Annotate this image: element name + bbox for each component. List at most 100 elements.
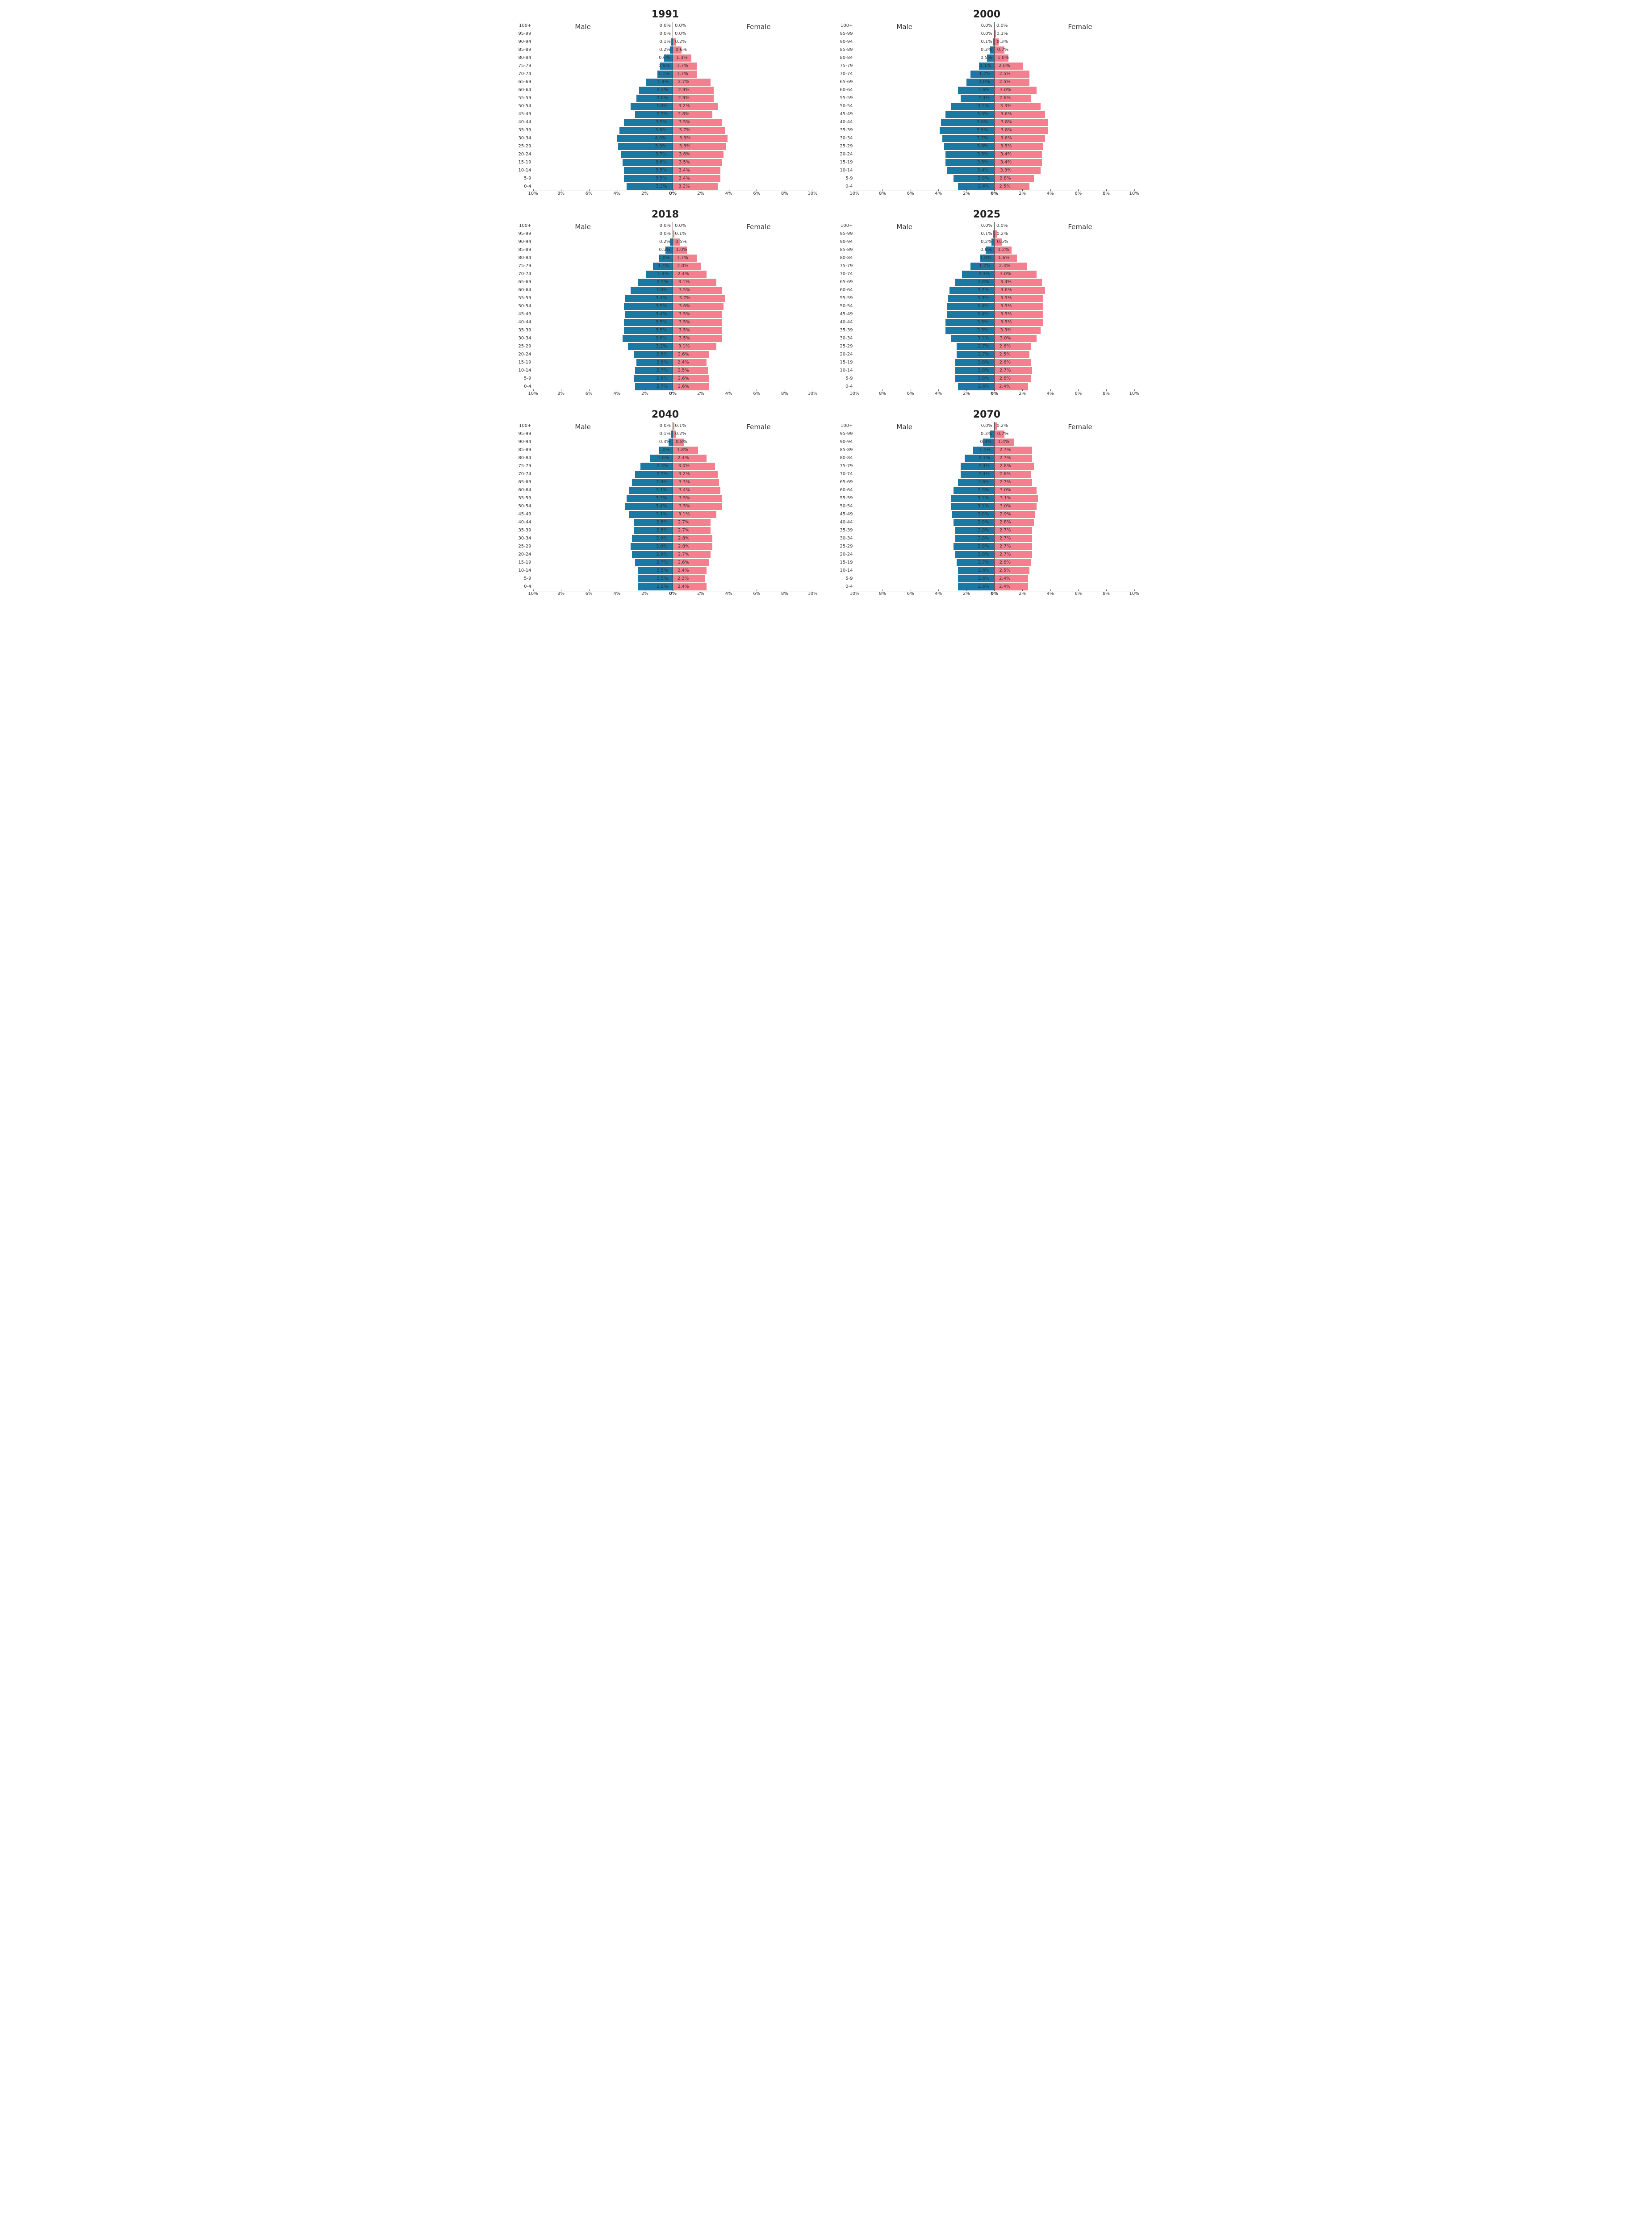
male-value: 2.6%	[978, 383, 989, 391]
age-row: 15-193.5%3.4%	[855, 159, 1134, 167]
age-label: 10-14	[835, 567, 853, 575]
age-label: 0-4	[514, 583, 531, 591]
female-value: 0.7%	[997, 46, 1008, 54]
panel-title: 2070	[835, 409, 1139, 420]
male-value: 2.9%	[978, 519, 989, 527]
male-value: 2.8%	[978, 367, 989, 375]
male-bar	[993, 230, 994, 238]
age-label: 0-4	[835, 583, 853, 591]
age-row: 5-92.6%2.4%	[855, 575, 1134, 583]
age-label: 30-34	[835, 535, 853, 543]
age-row: 60-643.2%3.6%	[855, 286, 1134, 294]
age-label: 75-79	[514, 462, 531, 470]
age-row: 20-242.8%2.7%	[855, 551, 1134, 559]
female-value: 2.7%	[1000, 527, 1011, 535]
age-row: 20-243.7%3.6%	[533, 151, 813, 159]
age-row: 100+0.0%0.2%	[855, 422, 1134, 430]
female-value: 2.5%	[999, 70, 1010, 78]
male-value: 2.7%	[978, 559, 989, 567]
x-tick-zero: 0%	[669, 591, 677, 596]
male-value: 0.1%	[981, 230, 992, 238]
age-label: 45-49	[835, 510, 853, 519]
age-row: 80-841.0%1.6%	[855, 254, 1134, 262]
age-row: 25-292.9%2.7%	[855, 543, 1134, 551]
female-value: 1.0%	[998, 54, 1009, 62]
age-row: 40-442.8%2.7%	[533, 519, 813, 527]
male-value: 1.1%	[658, 70, 669, 78]
x-tick: 10%	[849, 191, 859, 196]
female-value: 0.2%	[675, 430, 686, 438]
female-value: 2.6%	[1000, 375, 1011, 383]
female-value: 2.6%	[1000, 94, 1011, 102]
x-tick: 2%	[697, 391, 704, 396]
age-label: 65-69	[514, 478, 531, 486]
x-axis: 10%8%6%4%2%0%2%4%6%8%10%	[855, 391, 1134, 400]
age-row: 60-642.9%3.0%	[855, 486, 1134, 494]
age-row: 70-742.7%3.2%	[533, 470, 813, 478]
age-row: 75-792.3%3.0%	[533, 462, 813, 470]
x-tick: 8%	[557, 191, 565, 196]
male-value: 0.1%	[981, 38, 992, 46]
female-value: 3.1%	[678, 510, 690, 519]
age-label: 30-34	[514, 335, 531, 343]
age-label: 50-54	[514, 102, 531, 110]
female-value: 3.2%	[678, 102, 690, 110]
male-value: 2.8%	[978, 527, 989, 535]
age-label: 45-49	[514, 110, 531, 118]
female-value: 2.5%	[999, 567, 1010, 575]
age-row: 55-592.4%2.6%	[855, 94, 1134, 102]
age-row: 15-192.6%2.4%	[533, 359, 813, 367]
age-label: 80-84	[514, 454, 531, 462]
female-value: 2.7%	[678, 527, 689, 535]
female-value: 3.8%	[1001, 126, 1012, 134]
female-value: 3.5%	[1000, 310, 1012, 318]
female-value: 2.4%	[678, 567, 689, 575]
x-tick: 6%	[907, 191, 914, 196]
age-row: 35-393.5%3.5%	[533, 326, 813, 335]
female-value: 0.0%	[675, 22, 686, 30]
age-row: 70-742.4%2.6%	[855, 470, 1134, 478]
age-row: 35-393.5%3.3%	[855, 326, 1134, 335]
age-label: 0-4	[514, 183, 531, 191]
x-tick: 8%	[1103, 591, 1110, 596]
male-value: 3.1%	[656, 510, 667, 519]
male-value: 2.8%	[656, 375, 667, 383]
male-value: 2.4%	[978, 462, 989, 470]
x-tick: 8%	[1103, 191, 1110, 196]
x-tick: 2%	[641, 191, 648, 196]
x-tick: 8%	[557, 391, 565, 396]
age-row: 85-890.3%0.7%	[855, 46, 1134, 54]
male-value: 2.8%	[978, 551, 989, 559]
male-value: 0.0%	[981, 22, 992, 30]
male-value: 3.3%	[977, 294, 988, 302]
female-value: 0.0%	[675, 222, 686, 230]
age-row: 20-243.5%3.4%	[855, 151, 1134, 159]
panel-title: 2025	[835, 209, 1139, 220]
age-row: 15-193.6%3.5%	[533, 159, 813, 167]
age-label: 40-44	[514, 519, 531, 527]
male-value: 3.6%	[655, 335, 666, 343]
female-value: 1.3%	[676, 54, 687, 62]
age-label: 20-24	[835, 351, 853, 359]
age-label: 70-74	[835, 70, 853, 78]
age-row: 35-392.8%2.7%	[533, 527, 813, 535]
age-row: 10-143.5%3.4%	[533, 167, 813, 175]
age-row: 10-142.6%2.5%	[855, 567, 1134, 575]
male-value: 3.0%	[656, 102, 667, 110]
x-tick: 10%	[849, 591, 859, 596]
male-value: 1.0%	[658, 446, 669, 454]
female-value: 0.1%	[675, 230, 686, 238]
male-value: 2.6%	[978, 86, 989, 94]
male-value: 3.7%	[977, 134, 988, 142]
x-tick: 8%	[1103, 391, 1110, 396]
x-tick: 4%	[613, 191, 620, 196]
female-value: 2.7%	[678, 551, 689, 559]
male-value: 3.0%	[978, 510, 989, 519]
age-label: 70-74	[514, 70, 531, 78]
age-label: 50-54	[835, 102, 853, 110]
male-value: 3.4%	[656, 310, 667, 318]
female-value: 2.5%	[999, 183, 1010, 191]
age-label: 15-19	[835, 559, 853, 567]
male-value: 3.7%	[655, 151, 666, 159]
female-value: 2.6%	[678, 375, 689, 383]
